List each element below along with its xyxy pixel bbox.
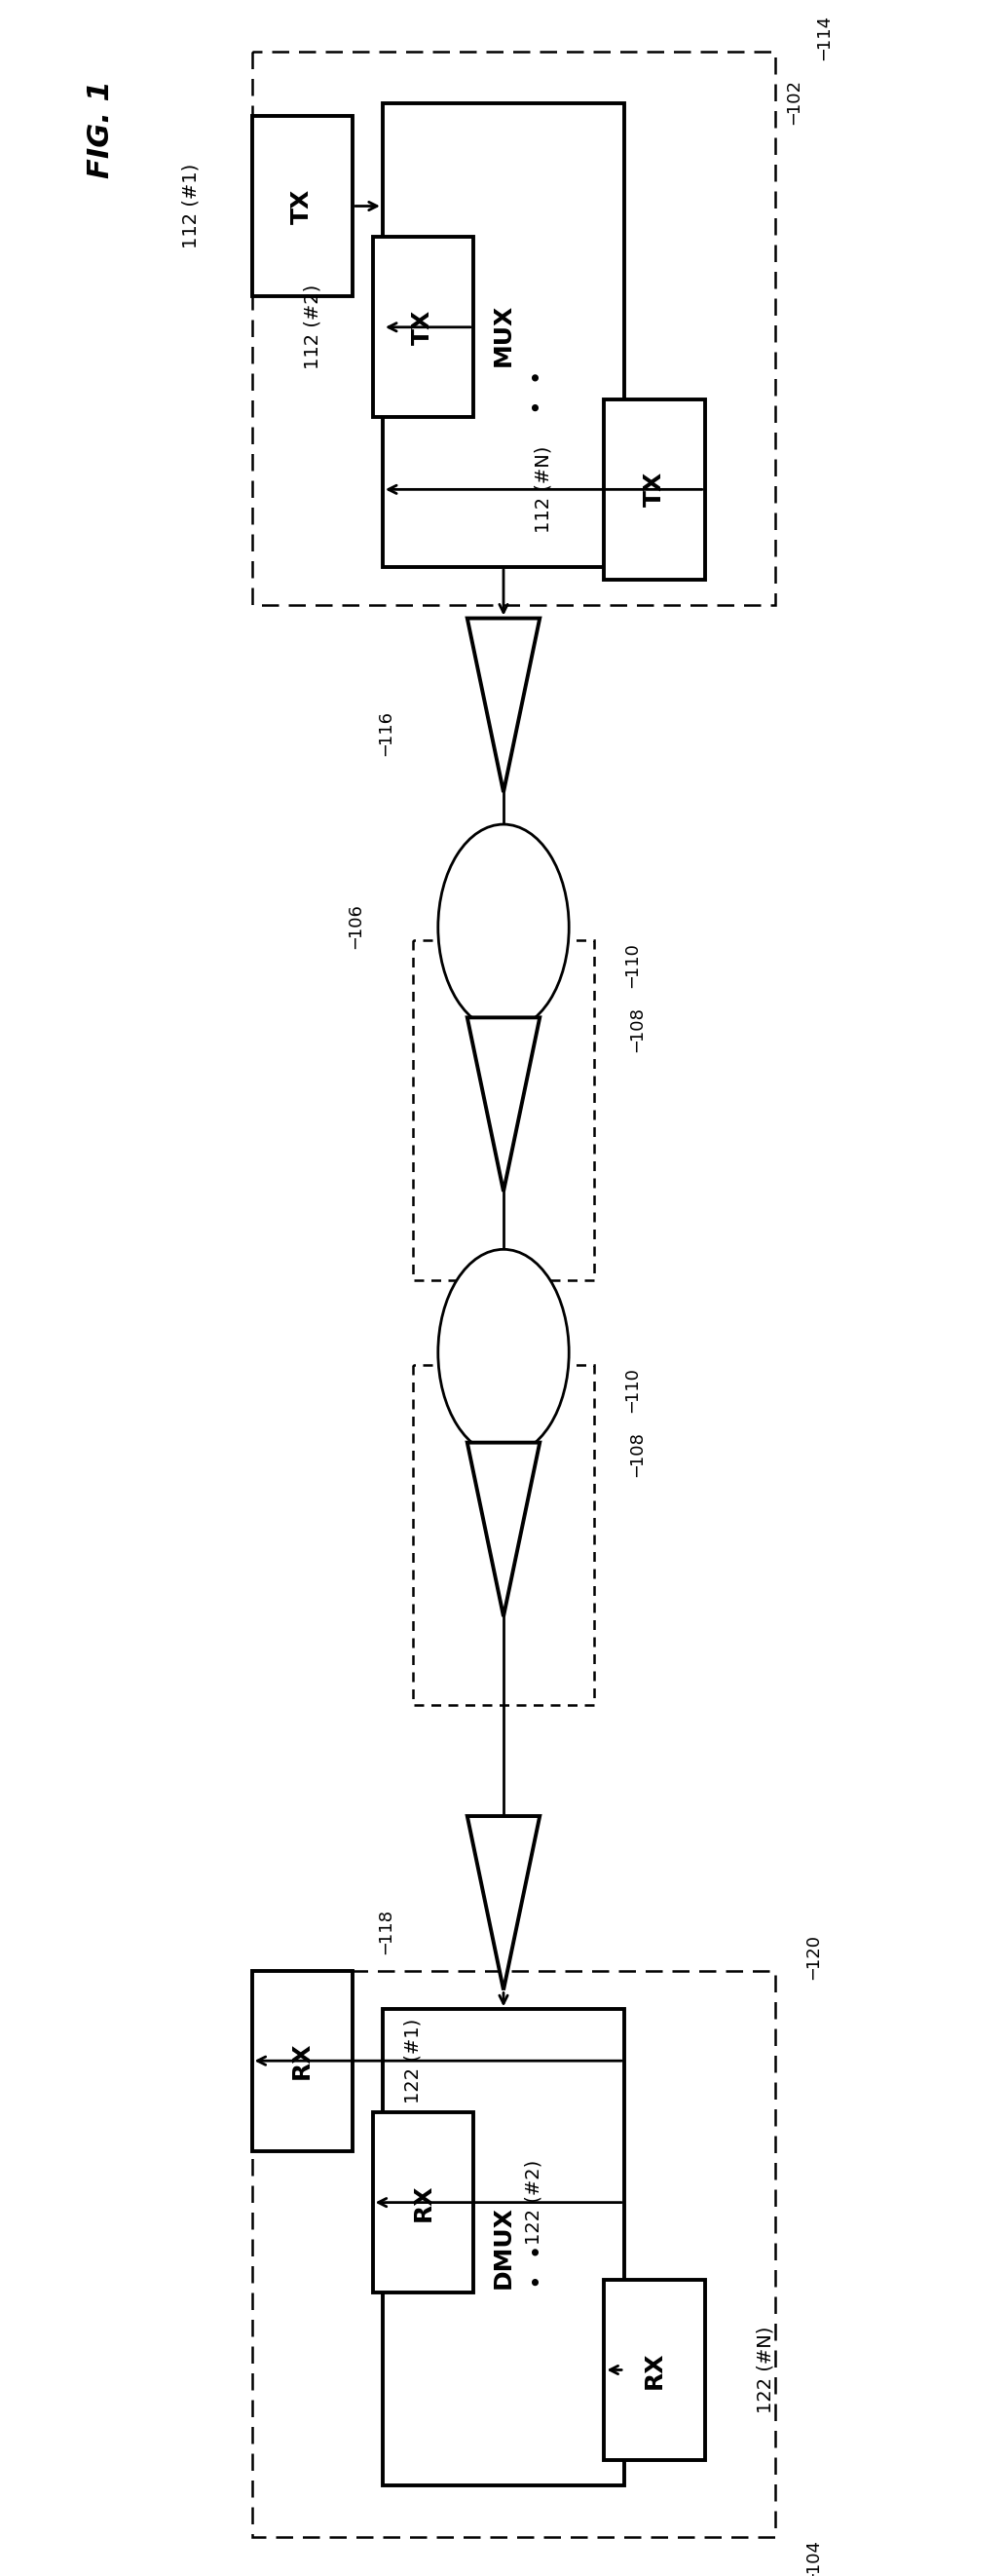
Text: ─110: ─110 [625,945,643,987]
Text: •  •: • • [527,368,551,415]
Text: 122 (#1): 122 (#1) [404,2020,422,2102]
Polygon shape [604,399,705,580]
Text: ─108: ─108 [630,1010,649,1051]
Text: 122 (#N): 122 (#N) [756,2326,774,2414]
Polygon shape [383,2009,624,2486]
Text: DMUX: DMUX [491,2205,516,2290]
Ellipse shape [438,824,569,1030]
Polygon shape [252,1971,352,2151]
Text: RX: RX [411,2184,435,2221]
Text: RX: RX [642,2352,667,2388]
Text: 112 (#1): 112 (#1) [182,165,200,247]
Polygon shape [373,237,473,417]
Text: ─104: ─104 [807,2540,825,2576]
Polygon shape [383,103,624,567]
Text: ─114: ─114 [817,15,835,62]
Text: ─118: ─118 [379,1909,397,1955]
Text: 112 (#2): 112 (#2) [303,286,321,368]
Polygon shape [467,618,540,793]
Text: TX: TX [290,188,314,224]
Text: MUX: MUX [491,304,516,366]
Text: 112 (#N): 112 (#N) [535,446,553,533]
Text: ─120: ─120 [807,1935,825,1981]
Text: TX: TX [411,309,435,345]
Text: ─116: ─116 [379,711,397,757]
Text: ─102: ─102 [786,80,805,126]
Text: RX: RX [290,2043,314,2079]
Text: FIG. 1: FIG. 1 [87,80,115,178]
Text: ─106: ─106 [348,907,367,948]
Polygon shape [467,1443,540,1618]
Polygon shape [373,2112,473,2293]
Text: TX: TX [642,471,667,507]
Text: 122 (#2): 122 (#2) [525,2161,543,2244]
Text: ─108: ─108 [630,1435,649,1476]
Polygon shape [252,116,352,296]
Polygon shape [467,1018,540,1190]
Polygon shape [467,1816,540,1989]
Text: ─110: ─110 [625,1370,643,1412]
Text: •  •: • • [527,2244,551,2290]
Ellipse shape [438,1249,569,1455]
Polygon shape [604,2280,705,2460]
